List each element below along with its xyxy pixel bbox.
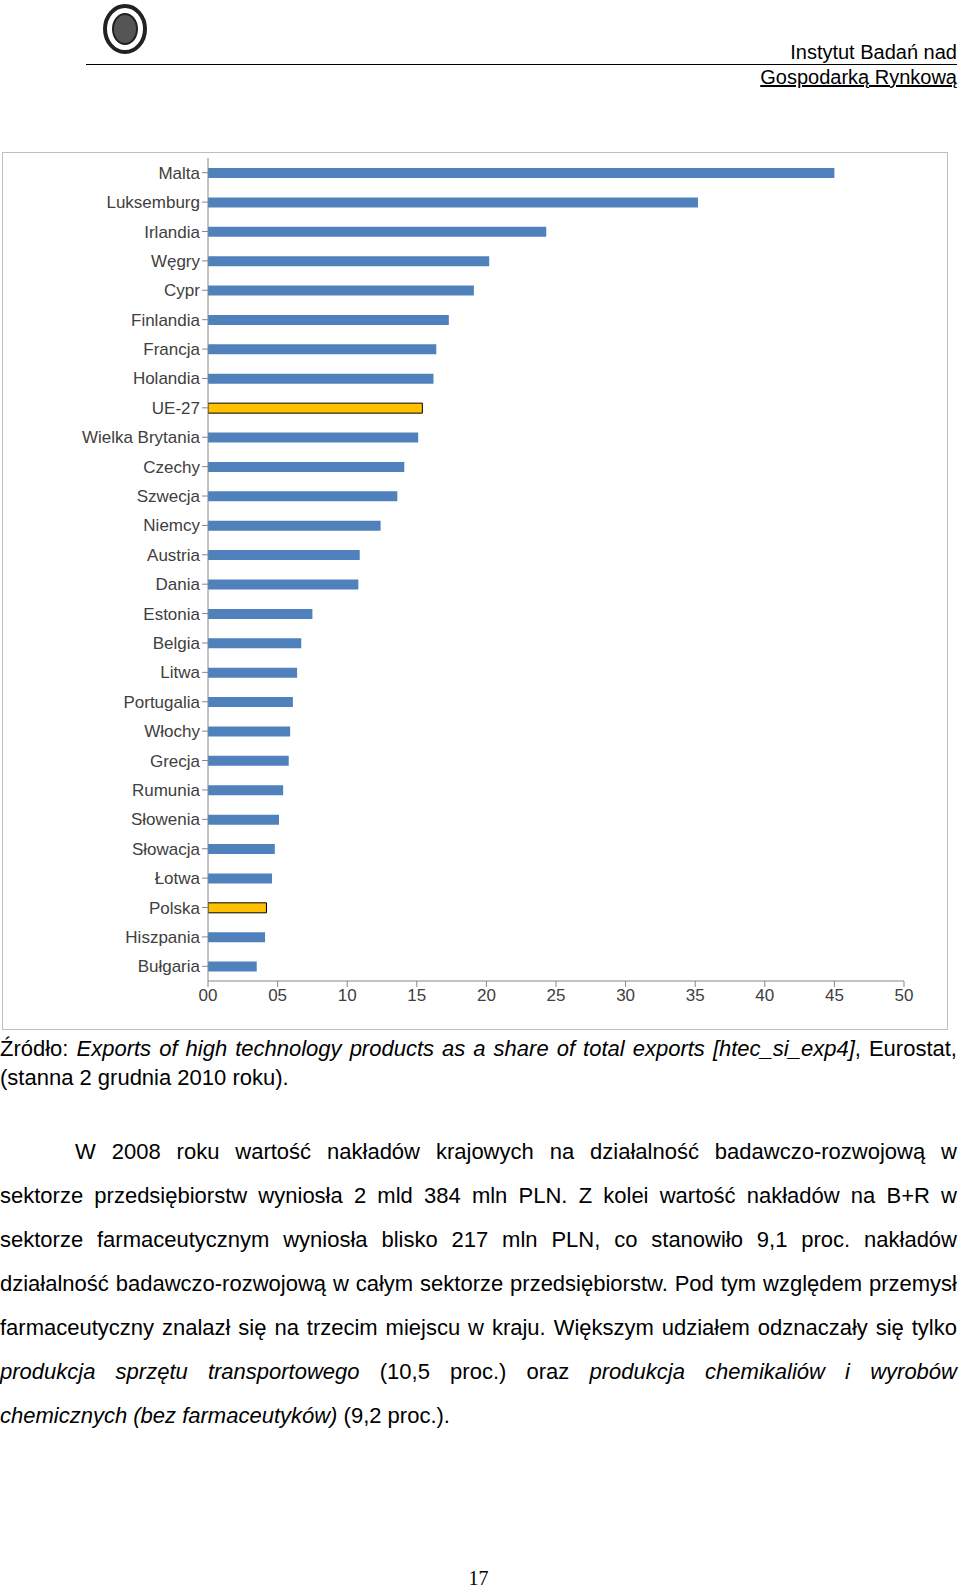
svg-text:Niemcy: Niemcy <box>143 516 200 535</box>
svg-text:Grecja: Grecja <box>150 752 201 771</box>
svg-text:Bułgaria: Bułgaria <box>138 957 201 976</box>
svg-text:Wielka Brytania: Wielka Brytania <box>82 428 201 447</box>
html-text:Gospodarką Rynkową: Gospodarką Rynkową <box>760 66 957 88</box>
svg-text:Portugalia: Portugalia <box>123 693 200 712</box>
svg-text:05: 05 <box>268 986 287 1005</box>
svg-text:Finlandia: Finlandia <box>131 311 201 330</box>
svg-text:Hiszpania: Hiszpania <box>125 928 200 947</box>
svg-text:Dania: Dania <box>156 575 201 594</box>
svg-text:50: 50 <box>895 986 914 1005</box>
html-text:17: 17 <box>468 1567 489 1589</box>
html-text:produkcja sprzętu transportowe: produkcja sprzętu transportowego (10,5 p… <box>0 1359 957 1428</box>
svg-text:Austria: Austria <box>147 546 200 565</box>
svg-text:10: 10 <box>338 986 357 1005</box>
svg-text:25: 25 <box>547 986 566 1005</box>
svg-text:35: 35 <box>686 986 705 1005</box>
html-text:W 2008 roku wartość nakładów k: W 2008 roku wartość nakładów krajowych n… <box>0 1139 957 1340</box>
svg-text:15: 15 <box>407 986 426 1005</box>
html-text:Źródło: Exports of high techno: Źródło: Exports of high technology produ… <box>0 1036 957 1090</box>
svg-text:Cypr: Cypr <box>164 281 200 300</box>
svg-text:20: 20 <box>477 986 496 1005</box>
svg-text:Belgia: Belgia <box>153 634 201 653</box>
svg-text:30: 30 <box>616 986 635 1005</box>
svg-text:Malta: Malta <box>158 164 200 183</box>
svg-text:Polska: Polska <box>149 899 201 918</box>
svg-text:Słowenia: Słowenia <box>131 810 201 829</box>
svg-text:Luksemburg: Luksemburg <box>106 193 200 212</box>
svg-text:Łotwa: Łotwa <box>155 869 201 888</box>
svg-text:45: 45 <box>825 986 844 1005</box>
svg-text:00: 00 <box>199 986 218 1005</box>
svg-text:Rumunia: Rumunia <box>132 781 201 800</box>
svg-text:Holandia: Holandia <box>133 369 201 388</box>
svg-text:Włochy: Włochy <box>144 722 200 741</box>
svg-text:Węgry: Węgry <box>151 252 201 271</box>
html-text:Instytut Badań nad: Instytut Badań nad <box>790 41 957 63</box>
svg-text:Szwecja: Szwecja <box>137 487 201 506</box>
svg-text:Irlandia: Irlandia <box>144 223 200 242</box>
svg-text:UE-27: UE-27 <box>152 399 200 418</box>
svg-text:Czechy: Czechy <box>143 458 200 477</box>
svg-text:Estonia: Estonia <box>143 605 200 624</box>
svg-text:Francja: Francja <box>143 340 200 359</box>
svg-text:40: 40 <box>755 986 774 1005</box>
svg-text:Litwa: Litwa <box>160 663 200 682</box>
svg-text:Słowacja: Słowacja <box>132 840 201 859</box>
